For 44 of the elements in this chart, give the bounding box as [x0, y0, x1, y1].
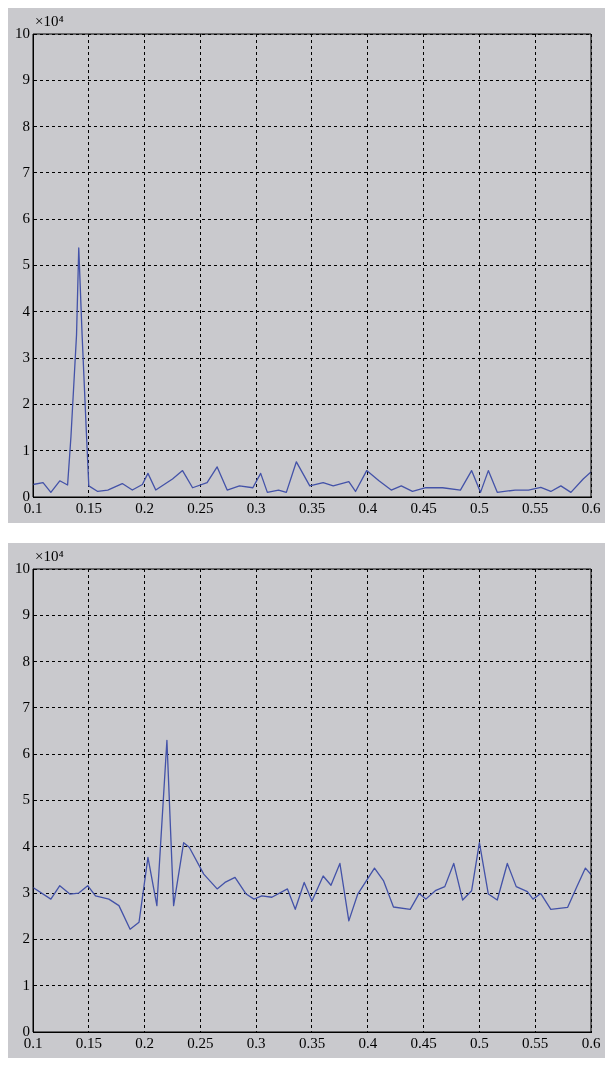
x-tick-label: 0.3	[246, 1034, 266, 1051]
y-tick-label: 2	[22, 930, 30, 947]
x-tick-label: 0.4	[358, 499, 378, 516]
y-tick-label: 2	[22, 395, 30, 412]
x-tick-label: 0.55	[522, 1034, 549, 1051]
x-tick-label: 0.25	[187, 1034, 214, 1051]
text: ×10⁴	[35, 548, 64, 565]
y-tick-label: 0	[22, 1022, 30, 1039]
x-tick-label: 0.35	[298, 1034, 326, 1051]
y-tick-label: 6	[22, 210, 31, 227]
x-tick-label: 0.5	[470, 1034, 489, 1051]
y-tick-label: 5	[22, 256, 30, 273]
y-tick-label: 8	[22, 117, 30, 134]
text: ×10⁴	[35, 13, 64, 30]
x-tick-label: 0.15	[75, 1034, 102, 1051]
y-tick-label: 4	[22, 837, 31, 854]
x-tick-label: 0.3	[246, 499, 266, 516]
x-tick-label: 0.15	[75, 499, 102, 516]
x-tick-label: 0.5	[470, 499, 489, 516]
x-tick-label: 0.2	[135, 499, 154, 516]
y-tick-label: 10	[15, 559, 30, 576]
x-tick-label: 0.35	[298, 499, 326, 516]
y-tick-label: 3	[22, 884, 30, 901]
x-tick-label: 0.6	[581, 1034, 601, 1051]
y-tick-label: 7	[22, 698, 31, 715]
x-tick-label: 0.2	[135, 1034, 154, 1051]
y-tick-label: 9	[22, 71, 30, 88]
x-tick-label: 0.25	[187, 499, 214, 516]
x-tick-label: 0.4	[358, 1034, 378, 1051]
y-tick-label: 10	[15, 24, 30, 41]
x-tick-label: 0.45	[410, 1034, 437, 1051]
y-tick-label: 8	[22, 652, 30, 669]
x-tick-label: 0.6	[581, 499, 601, 516]
x-tick-label: 0.45	[410, 499, 437, 516]
x-tick-label: 0.55	[522, 499, 549, 516]
y-tick-label: 1	[22, 976, 30, 993]
y-tick-label: 1	[22, 441, 30, 458]
y-tick-label: 6	[22, 745, 31, 762]
y-tick-label: 4	[22, 302, 31, 319]
y-tick-label: 0	[22, 487, 30, 504]
y-tick-label: 3	[22, 349, 30, 366]
y-tick-label: 7	[22, 163, 31, 180]
y-tick-label: 9	[22, 606, 30, 623]
y-tick-label: 5	[22, 791, 30, 808]
